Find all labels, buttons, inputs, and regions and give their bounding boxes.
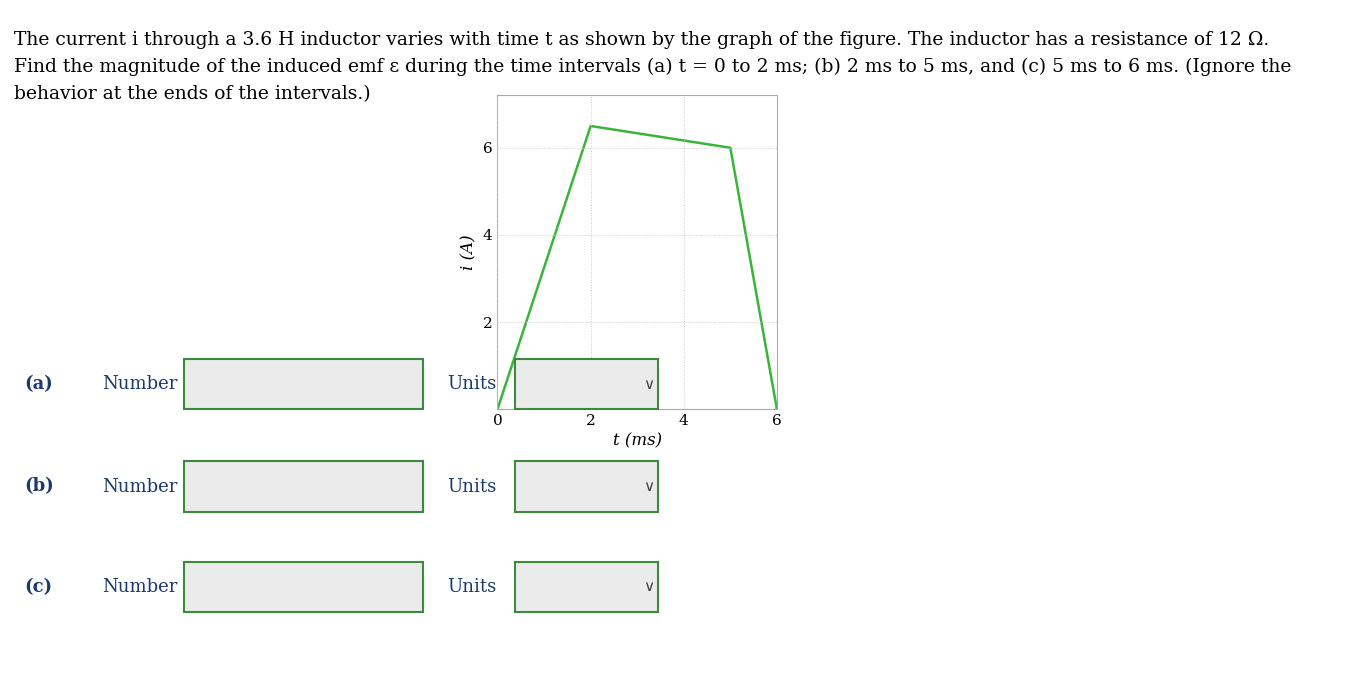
Text: Units: Units	[447, 578, 496, 596]
Text: (b): (b)	[25, 477, 55, 496]
Text: ∨: ∨	[643, 376, 654, 391]
FancyBboxPatch shape	[515, 359, 658, 409]
Text: behavior at the ends of the intervals.): behavior at the ends of the intervals.)	[14, 85, 371, 103]
Text: ∨: ∨	[643, 479, 654, 494]
Text: Units: Units	[447, 477, 496, 496]
FancyBboxPatch shape	[184, 359, 423, 409]
FancyBboxPatch shape	[184, 462, 423, 512]
Text: ∨: ∨	[643, 579, 654, 594]
X-axis label: t (ms): t (ms)	[612, 432, 662, 449]
FancyBboxPatch shape	[515, 562, 658, 612]
Text: Number: Number	[102, 578, 177, 596]
Text: The current i through a 3.6 H inductor varies with time t as shown by the graph : The current i through a 3.6 H inductor v…	[14, 31, 1269, 48]
Y-axis label: i (A): i (A)	[461, 235, 477, 270]
FancyBboxPatch shape	[184, 562, 423, 612]
Text: Number: Number	[102, 375, 177, 394]
Text: (c): (c)	[25, 578, 53, 596]
Text: Units: Units	[447, 375, 496, 394]
Text: Number: Number	[102, 477, 177, 496]
FancyBboxPatch shape	[515, 462, 658, 512]
Text: (a): (a)	[25, 375, 53, 394]
Text: Find the magnitude of the induced emf ε during the time intervals (a) t = 0 to 2: Find the magnitude of the induced emf ε …	[14, 58, 1291, 76]
